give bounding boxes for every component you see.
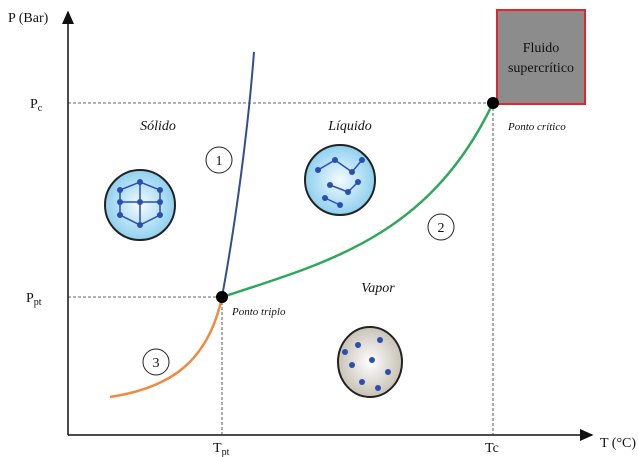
x-axis-label: T (°C) xyxy=(600,436,636,451)
critical-point xyxy=(487,97,499,109)
y-tick-label: Ppt xyxy=(26,291,42,308)
curve-number: 1 xyxy=(216,154,223,169)
supercritical-label: supercrítico xyxy=(508,61,574,76)
liquid-illustration xyxy=(305,145,375,215)
supercritical-label: Fluido xyxy=(523,41,560,56)
tick-main: P xyxy=(26,291,34,306)
tick-main: P xyxy=(30,97,38,112)
tick-sub: c xyxy=(38,103,43,114)
tick-sub: pt xyxy=(34,297,42,308)
curve-number: 2 xyxy=(438,221,445,236)
vapor-illustration xyxy=(338,327,402,397)
fusion-curve xyxy=(222,52,254,297)
tick-sub: pt xyxy=(222,447,230,457)
triple-point xyxy=(216,291,228,303)
x-tick-label: Tpt xyxy=(213,441,230,457)
x-tick-label: Tc xyxy=(485,441,499,456)
point-label: Ponto crítico xyxy=(507,121,566,133)
sublimation-curve xyxy=(110,297,222,397)
y-axis-label: P (Bar) xyxy=(8,11,49,26)
phase-diagram: Fluido supercrítico 1 2 3 P (Bar) T (°C)… xyxy=(0,0,638,457)
supercritical-box xyxy=(497,10,585,104)
curve-number: 3 xyxy=(153,356,160,371)
guide-lines xyxy=(68,103,493,435)
region-label: Líquido xyxy=(327,119,372,134)
region-label: Vapor xyxy=(361,281,395,296)
region-label: Sólido xyxy=(140,119,176,134)
solid-illustration xyxy=(105,170,175,240)
point-label: Ponto triplo xyxy=(231,306,286,318)
y-tick-label: Pc xyxy=(30,97,43,114)
